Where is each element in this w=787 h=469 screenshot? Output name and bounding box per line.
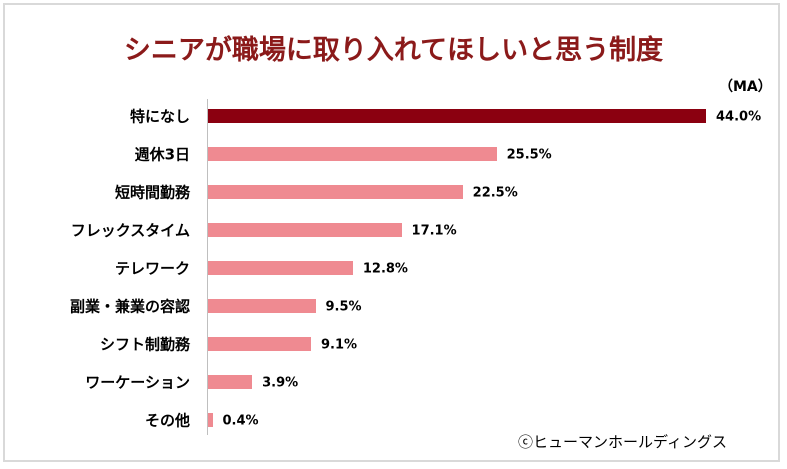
category-label: 特になし bbox=[129, 107, 190, 126]
value-label: 9.5% bbox=[325, 299, 362, 315]
category-label: テレワーク bbox=[114, 259, 190, 278]
value-label: 0.4% bbox=[222, 413, 259, 429]
bar bbox=[208, 185, 463, 199]
value-label: 3.9% bbox=[262, 375, 299, 391]
category-label: ワーケーション bbox=[85, 373, 190, 392]
unit-note: （MA） bbox=[719, 79, 772, 95]
bar bbox=[208, 375, 253, 389]
value-label: 22.5% bbox=[472, 185, 518, 201]
copyright-credit: ⓒヒューマンホールディングス bbox=[518, 433, 727, 451]
value-label: 9.1% bbox=[320, 337, 358, 353]
category-label: その他 bbox=[144, 411, 190, 430]
category-label: 週休3日 bbox=[134, 145, 190, 164]
value-label: 12.8% bbox=[362, 261, 408, 277]
value-label: 17.1% bbox=[411, 223, 457, 239]
category-label: シフト制勤務 bbox=[99, 335, 190, 354]
bar bbox=[208, 147, 497, 161]
chart-frame bbox=[3, 3, 780, 462]
value-label: 25.5% bbox=[506, 147, 552, 163]
value-label: 44.0% bbox=[716, 109, 762, 125]
category-label: フレックスタイム bbox=[70, 221, 190, 240]
chart-title: シニアが職場に取り入れてほしいと思う制度 bbox=[123, 35, 664, 66]
bar bbox=[208, 299, 316, 313]
category-label: 副業・兼業の容認 bbox=[69, 297, 190, 316]
bar bbox=[208, 261, 353, 275]
category-label: 短時間勤務 bbox=[114, 183, 190, 202]
bar bbox=[208, 413, 213, 427]
bar bbox=[208, 223, 402, 237]
y-axis-line bbox=[207, 99, 208, 435]
bar bbox=[208, 109, 706, 123]
bar bbox=[208, 337, 311, 351]
